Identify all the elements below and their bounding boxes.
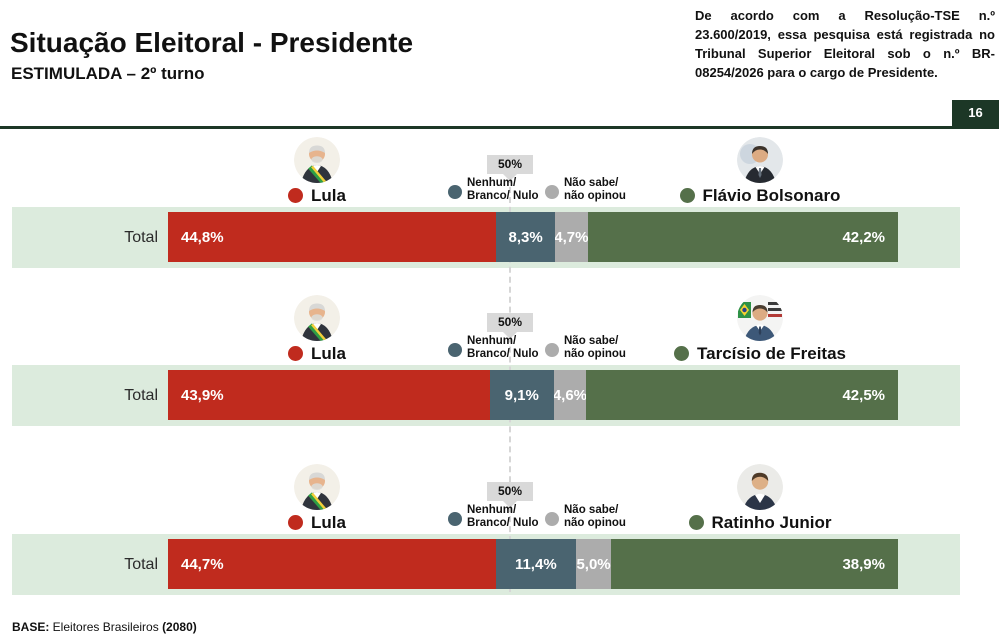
segment-none: 8,3% bbox=[496, 212, 555, 262]
lula-name: Lula bbox=[311, 512, 346, 532]
none-dot-icon bbox=[448, 185, 462, 199]
none-label: Nenhum/Branco/ Nulo bbox=[467, 177, 539, 202]
legend-dont-know: Não sabe/não opinou bbox=[545, 504, 626, 529]
page-title: Situação Eleitoral - Presidente bbox=[10, 27, 414, 58]
legend-none-blank-null: Nenhum/Branco/ Nulo bbox=[448, 504, 539, 529]
candidate-legend-block: Flávio Bolsonaro bbox=[655, 137, 865, 205]
candidate-name-row: Tarcísio de Freitas bbox=[674, 344, 846, 363]
fifty-percent-marker: 50% bbox=[487, 155, 533, 181]
base-text: Eleitores Brasileiros bbox=[49, 620, 163, 634]
candidate-legend-block: Ratinho Junior bbox=[655, 464, 865, 532]
stacked-bar: 44,8% 8,3% 4,7% 42,2% bbox=[168, 212, 899, 262]
segment-none: 11,4% bbox=[495, 539, 576, 589]
stacked-bar: 44,7% 11,4% 5,0% 38,9% bbox=[168, 539, 898, 589]
candidate-dot-icon bbox=[679, 188, 695, 203]
candidate-name-row: Flávio Bolsonaro bbox=[679, 185, 841, 205]
marker-label: 50% bbox=[497, 484, 523, 498]
lula-name-row: Lula bbox=[288, 513, 346, 532]
poll-section-ratinho: Lula 50% Nenhum/Branco/ Nulo Não sabe/nã… bbox=[0, 464, 999, 595]
legend-dont-know: Não sabe/não opinou bbox=[545, 177, 626, 202]
dont-know-dot-icon bbox=[545, 185, 559, 199]
page-number-badge: 16 bbox=[952, 100, 999, 126]
lula-name-row: Lula bbox=[288, 344, 346, 363]
candidate-dot-icon bbox=[688, 515, 704, 530]
header-divider bbox=[0, 126, 999, 129]
lula-avatar bbox=[294, 464, 340, 510]
segment-dont-know: 4,6% bbox=[553, 370, 587, 420]
dont-know-dot-icon bbox=[545, 512, 559, 526]
lula-legend-block: Lula bbox=[247, 464, 387, 532]
dont-know-label: Não sabe/não opinou bbox=[564, 177, 626, 202]
none-label: Nenhum/Branco/ Nulo bbox=[467, 335, 539, 360]
lula-legend-block: Lula bbox=[247, 295, 387, 363]
marker-label: 50% bbox=[497, 315, 523, 329]
candidate-name: Flávio Bolsonaro bbox=[702, 185, 841, 205]
base-count: (2080) bbox=[162, 620, 197, 634]
segment-lula: 43,9% bbox=[168, 370, 490, 420]
dont-know-dot-icon bbox=[545, 343, 559, 357]
poll-section-flavio: Lula 50% Nenhum/Branco/ Nulo Não sabe/nã… bbox=[0, 137, 999, 268]
bar-row: Total 43,9% 9,1% 4,6% 42,5% bbox=[12, 365, 960, 426]
lula-dot-icon bbox=[288, 515, 304, 530]
fifty-percent-marker: 50% bbox=[487, 313, 533, 339]
none-dot-icon bbox=[448, 512, 462, 526]
segment-none: 9,1% bbox=[489, 370, 554, 420]
row-label: Total bbox=[124, 387, 158, 404]
legend-none-blank-null: Nenhum/Branco/ Nulo bbox=[448, 177, 539, 202]
lula-avatar bbox=[294, 295, 340, 341]
flavio-bolsonaro-avatar bbox=[737, 137, 783, 183]
segment-candidate: 42,2% bbox=[587, 212, 899, 262]
lula-dot-icon bbox=[288, 346, 304, 361]
row-label: Total bbox=[124, 556, 158, 573]
bar-row: Total 44,7% 11,4% 5,0% 38,9% bbox=[12, 534, 960, 595]
candidate-dot-icon bbox=[674, 346, 690, 361]
tarcisio-de-freitas-avatar bbox=[737, 295, 783, 341]
base-label: BASE: bbox=[12, 620, 50, 634]
bar-row: Total 44,8% 8,3% 4,7% 42,2% bbox=[12, 207, 960, 268]
legend-none-blank-null: Nenhum/Branco/ Nulo bbox=[448, 335, 539, 360]
candidate-legend-block: Tarcísio de Freitas bbox=[655, 295, 865, 363]
lula-name: Lula bbox=[311, 343, 346, 363]
segment-lula: 44,8% bbox=[168, 212, 497, 262]
page-subtitle: ESTIMULADA – 2º turno bbox=[11, 64, 205, 83]
fifty-percent-marker: 50% bbox=[487, 482, 533, 508]
none-label: Nenhum/Branco/ Nulo bbox=[467, 504, 539, 529]
poll-section-tarcisio: Lula 50% Nenhum/Branco/ Nulo Não sabe/nã… bbox=[0, 295, 999, 426]
segment-lula: 44,7% bbox=[168, 539, 496, 589]
lula-name: Lula bbox=[311, 185, 346, 205]
segment-candidate: 38,9% bbox=[611, 539, 898, 589]
segment-dont-know: 5,0% bbox=[575, 539, 612, 589]
none-dot-icon bbox=[448, 343, 462, 357]
segment-candidate: 42,5% bbox=[586, 370, 899, 420]
row-label: Total bbox=[124, 229, 158, 246]
dont-know-label: Não sabe/não opinou bbox=[564, 335, 626, 360]
lula-avatar bbox=[294, 137, 340, 183]
lula-legend-block: Lula bbox=[247, 137, 387, 205]
legend-dont-know: Não sabe/não opinou bbox=[545, 335, 626, 360]
dont-know-label: Não sabe/não opinou bbox=[564, 504, 626, 529]
ratinho-junior-avatar bbox=[737, 464, 783, 510]
candidate-name: Tarcísio de Freitas bbox=[697, 343, 846, 363]
lula-dot-icon bbox=[288, 188, 304, 203]
segment-dont-know: 4,7% bbox=[554, 212, 588, 262]
candidate-name: Ratinho Junior bbox=[711, 512, 832, 532]
marker-label: 50% bbox=[497, 157, 523, 171]
stacked-bar: 43,9% 9,1% 4,6% 42,5% bbox=[168, 370, 899, 420]
tse-registration-note: De acordo com a Resolução-TSE n.º 23.600… bbox=[695, 8, 995, 80]
base-note: BASE: Eleitores Brasileiros (2080) bbox=[12, 620, 197, 634]
candidate-name-row: Ratinho Junior bbox=[688, 512, 832, 532]
lula-name-row: Lula bbox=[288, 186, 346, 205]
